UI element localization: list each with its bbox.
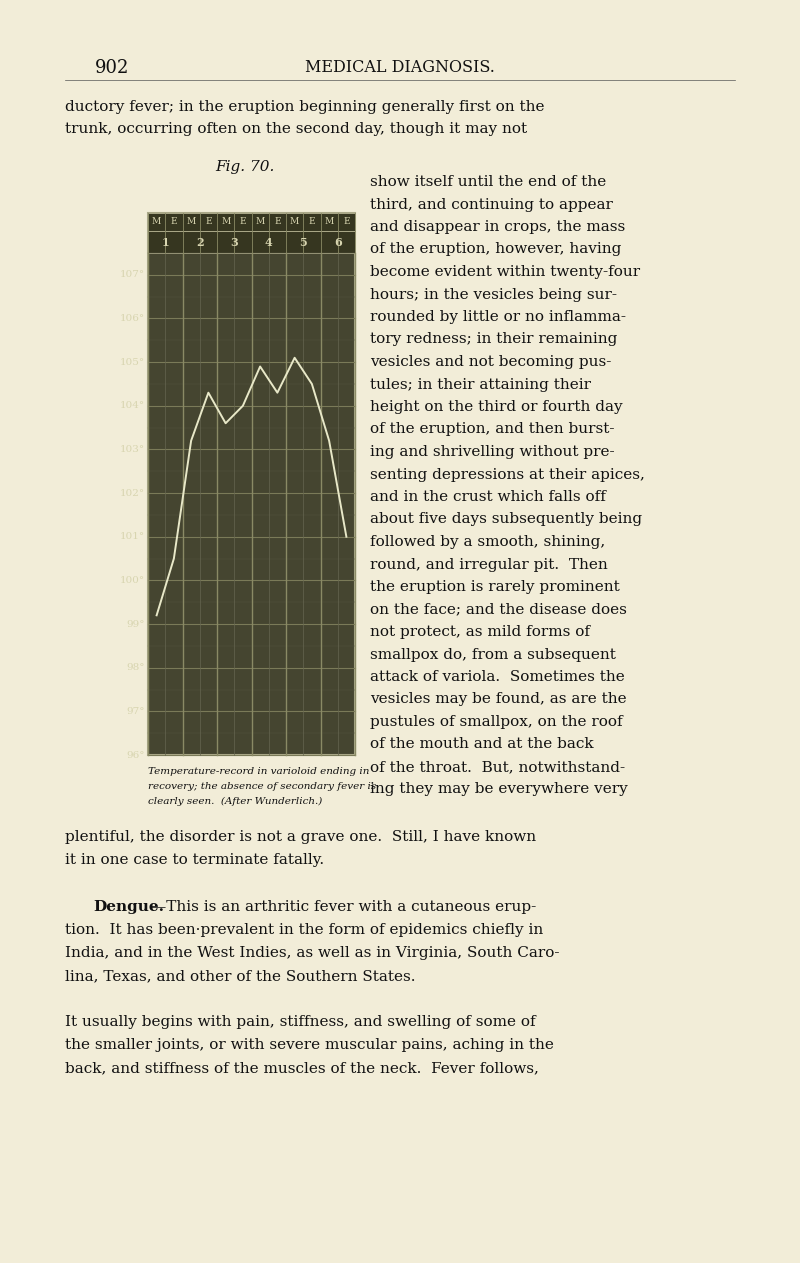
Text: 101°: 101° [120,532,145,542]
Text: the smaller joints, or with severe muscular pains, aching in the: the smaller joints, or with severe muscu… [65,1038,554,1052]
Text: become evident within twenty-four: become evident within twenty-four [370,265,640,279]
Text: of the mouth and at the back: of the mouth and at the back [370,738,594,751]
Text: 3: 3 [230,236,238,248]
Text: E: E [274,217,281,226]
Text: M: M [152,217,162,226]
Text: plentiful, the disorder is not a grave one.  Still, I have known: plentiful, the disorder is not a grave o… [65,830,536,844]
Bar [148,231,355,253]
Text: 5: 5 [299,236,307,248]
Text: M: M [255,217,265,226]
Text: smallpox do, from a subsequent: smallpox do, from a subsequent [370,648,616,662]
Text: MEDICAL DIAGNOSIS.: MEDICAL DIAGNOSIS. [305,59,495,77]
Text: ing they may be everywhere very: ing they may be everywhere very [370,783,628,797]
Text: of the eruption, and then burst-: of the eruption, and then burst- [370,423,614,437]
Text: recovery; the absence of secondary fever is: recovery; the absence of secondary fever… [148,782,376,791]
Text: of the throat.  But, notwithstand-: of the throat. But, notwithstand- [370,760,625,774]
Text: 96°: 96° [126,750,145,759]
Text: E: E [343,217,350,226]
Text: E: E [205,217,212,226]
Text: Fig. 70.: Fig. 70. [215,160,274,174]
Text: tory redness; in their remaining: tory redness; in their remaining [370,332,618,346]
Text: M: M [290,217,299,226]
Text: and in the crust which falls off: and in the crust which falls off [370,490,606,504]
Text: rounded by little or no inflamma-: rounded by little or no inflamma- [370,309,626,325]
Text: on the face; and the disease does: on the face; and the disease does [370,602,627,616]
Text: M: M [325,217,334,226]
Text: 103°: 103° [120,445,145,453]
Text: 107°: 107° [120,270,145,279]
Text: tion.  It has been·prevalent in the form of epidemics chiefly in: tion. It has been·prevalent in the form … [65,923,543,937]
Text: and disappear in crops, the mass: and disappear in crops, the mass [370,220,626,234]
Text: 105°: 105° [120,357,145,366]
Text: followed by a smooth, shining,: followed by a smooth, shining, [370,536,606,549]
Text: ductory fever; in the eruption beginning generally first on the: ductory fever; in the eruption beginning… [65,100,545,114]
Text: attack of variola.  Sometimes the: attack of variola. Sometimes the [370,669,625,685]
Text: M: M [221,217,230,226]
Text: lina, Texas, and other of the Southern States.: lina, Texas, and other of the Southern S… [65,969,415,983]
Text: about five days subsequently being: about five days subsequently being [370,513,642,527]
Text: 100°: 100° [120,576,145,585]
Text: not protect, as mild forms of: not protect, as mild forms of [370,625,590,639]
Text: 98°: 98° [126,663,145,672]
Text: hours; in the vesicles being sur-: hours; in the vesicles being sur- [370,288,617,302]
Text: M: M [186,217,196,226]
Text: E: E [170,217,177,226]
Text: It usually begins with pain, stiffness, and swelling of some of: It usually begins with pain, stiffness, … [65,1015,536,1029]
Text: 902: 902 [95,59,130,77]
Text: 97°: 97° [126,707,145,716]
Text: 1: 1 [162,236,169,248]
Text: round, and irregular pit.  Then: round, and irregular pit. Then [370,557,608,571]
Text: 104°: 104° [120,402,145,410]
Bar [148,213,355,231]
Text: senting depressions at their apices,: senting depressions at their apices, [370,467,645,481]
Text: ing and shrivelling without pre-: ing and shrivelling without pre- [370,445,614,458]
Text: tules; in their attaining their: tules; in their attaining their [370,378,591,392]
Text: E: E [239,217,246,226]
Text: Dengue.: Dengue. [93,901,164,914]
Text: Temperature-record in varioloid ending in: Temperature-record in varioloid ending i… [148,767,370,775]
Text: of the eruption, however, having: of the eruption, however, having [370,242,622,256]
Text: third, and continuing to appear: third, and continuing to appear [370,197,613,211]
Text: 4: 4 [265,236,273,248]
Text: it in one case to terminate fatally.: it in one case to terminate fatally. [65,853,324,866]
Text: 99°: 99° [126,620,145,629]
Text: trunk, occurring often on the second day, though it may not: trunk, occurring often on the second day… [65,123,527,136]
Text: vesicles and not becoming pus-: vesicles and not becoming pus- [370,355,611,369]
Text: 6: 6 [334,236,342,248]
Text: vesicles may be found, as are the: vesicles may be found, as are the [370,692,626,706]
Text: 102°: 102° [120,489,145,498]
Text: —This is an arthritic fever with a cutaneous erup-: —This is an arthritic fever with a cutan… [151,901,536,914]
Text: pustules of smallpox, on the roof: pustules of smallpox, on the roof [370,715,622,729]
Text: show itself until the end of the: show itself until the end of the [370,176,606,189]
Bar [148,213,355,755]
Text: 106°: 106° [120,314,145,323]
Text: height on the third or fourth day: height on the third or fourth day [370,400,622,414]
Text: E: E [309,217,315,226]
Text: clearly seen.  (After Wunderlich.): clearly seen. (After Wunderlich.) [148,797,322,806]
Text: back, and stiffness of the muscles of the neck.  Fever follows,: back, and stiffness of the muscles of th… [65,1061,539,1075]
Text: the eruption is rarely prominent: the eruption is rarely prominent [370,580,620,594]
Text: 2: 2 [196,236,203,248]
Text: India, and in the West Indies, as well as in Virginia, South Caro-: India, and in the West Indies, as well a… [65,946,559,960]
